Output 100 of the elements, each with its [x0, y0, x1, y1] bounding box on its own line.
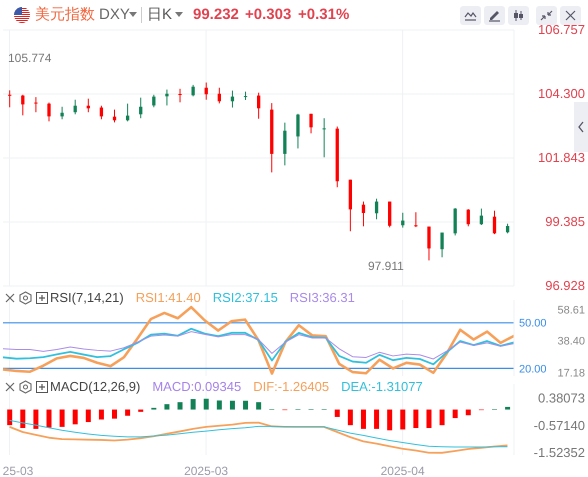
text: RSI2:37.15 [212, 290, 278, 306]
candlestick [139, 97, 142, 119]
x-tick-label: 2025-04 [380, 464, 425, 477]
bar [360, 410, 366, 429]
y-tick-label: 0.38073 [538, 390, 585, 406]
line-series [9, 420, 508, 448]
y-tick-label: -0.57140 [534, 418, 585, 433]
y-tick-label: 58.61 [557, 304, 585, 317]
chart-subtitle: DXY [99, 6, 130, 24]
x-tick-label: 25-03 [2, 464, 34, 477]
bar [230, 400, 235, 410]
chart-title: MACD(12,26,9) [50, 379, 140, 395]
y-tick-label: 38.40 [557, 335, 585, 348]
bar [466, 410, 471, 416]
candlestick [309, 113, 313, 134]
ref-line-label: 20.00 [519, 363, 547, 376]
bar [387, 410, 392, 430]
annotation: 97.911 [368, 258, 404, 274]
text: RSI3:36.31 [290, 290, 355, 306]
bar [216, 400, 222, 410]
candlestick [230, 90, 234, 108]
candlestick [374, 198, 378, 220]
series-label: MACD:0.09345 [152, 379, 242, 395]
candlestick [296, 113, 300, 149]
candlestick [480, 208, 484, 226]
bar [86, 410, 91, 422]
candlestick [440, 232, 444, 258]
ref-line-label: 50.00 [519, 318, 547, 330]
candlestick [256, 92, 260, 120]
bar [72, 410, 78, 424]
series-label: RSI1:41.40 [136, 290, 201, 306]
candlestick [34, 96, 38, 113]
bar [334, 410, 340, 417]
bar [400, 410, 406, 430]
bar [20, 410, 26, 428]
candlestick [126, 103, 130, 122]
bar [164, 404, 170, 410]
candlestick [152, 94, 156, 108]
candlestick [401, 212, 404, 228]
text: +0.303 [245, 6, 292, 24]
bar [348, 410, 353, 426]
line-series [8, 422, 508, 454]
text: DIF:-1.26405 [253, 379, 330, 395]
y-tick-label: 96.928 [545, 278, 585, 293]
bar [505, 406, 510, 410]
y-tick-label: 106.757 [538, 22, 585, 37]
line-series [2, 306, 516, 375]
candlestick [165, 89, 169, 106]
text: DEA:-1.31077 [341, 379, 423, 395]
candlestick [506, 223, 510, 234]
candlestick [8, 90, 12, 108]
text: +0.31% [298, 6, 350, 24]
bar [33, 410, 38, 429]
bar [440, 410, 445, 426]
candlestick [414, 212, 418, 228]
candlestick [86, 98, 90, 113]
candlestick [191, 84, 195, 97]
candlestick [100, 105, 104, 120]
bar [426, 410, 432, 428]
candlestick [204, 82, 208, 100]
bar [413, 410, 418, 428]
candlestick [21, 94, 24, 116]
bar [98, 410, 104, 420]
y-tick-label: 17.18 [557, 368, 585, 380]
chart-title: RSI(7,14,21) [50, 290, 124, 306]
bar [60, 410, 65, 427]
candlestick [60, 106, 64, 120]
candlestick [244, 91, 248, 100]
bar [46, 410, 52, 428]
candlestick [218, 87, 221, 104]
bar [256, 402, 262, 410]
y-tick-label: -1.52352 [534, 444, 585, 460]
candlestick [466, 208, 470, 227]
bar [7, 410, 12, 426]
y-tick-label: 99.385 [545, 214, 585, 230]
bar [190, 399, 196, 410]
candlestick [283, 122, 286, 166]
candlestick [427, 226, 431, 261]
candlestick [74, 99, 77, 115]
bar [374, 410, 380, 429]
line-series [2, 328, 515, 366]
text: 99.232 [193, 6, 239, 24]
candlestick [492, 210, 496, 235]
chart-title: 美元指数 [35, 6, 95, 24]
bar [452, 410, 458, 418]
candlestick [322, 118, 326, 158]
bar [204, 398, 209, 410]
candlestick [47, 102, 51, 122]
x-tick-label: 2025-03 [184, 464, 228, 477]
annotation: 105.774 [8, 50, 52, 66]
y-tick-label: 101.843 [538, 150, 585, 165]
y-tick-label: 104.300 [538, 86, 585, 101]
bar [112, 410, 118, 419]
bar [125, 410, 130, 416]
line-series [2, 331, 514, 360]
text: 日K [147, 6, 172, 24]
bar [243, 400, 248, 410]
candlestick [362, 201, 366, 227]
bar [178, 402, 183, 410]
candlestick [112, 109, 116, 123]
